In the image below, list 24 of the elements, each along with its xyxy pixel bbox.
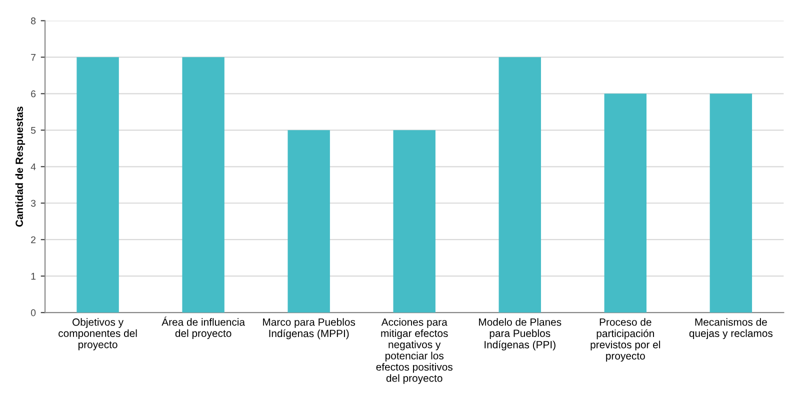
x-tick-label: Marco para Pueblos Indígenas (MPPI) (263, 318, 356, 340)
x-tick-label: Objetivos y componentes del proyecto (58, 318, 137, 350)
y-tick-label: 7 (31, 54, 36, 61)
y-tick-label: 5 (30, 126, 36, 134)
y-tick-label: 0 (30, 309, 36, 316)
bar (604, 94, 646, 313)
y-tick-label: 4 (30, 163, 36, 170)
y-tick-label: 1 (31, 272, 36, 280)
bar (498, 57, 541, 313)
x-tick-label: Área de influencia del proyecto (162, 316, 246, 340)
bar (76, 57, 119, 313)
y-tick-label: 6 (31, 90, 36, 98)
y-tick-label: 8 (31, 17, 36, 24)
x-tick-label: Proceso de participación previstos por el proyecto (590, 318, 660, 362)
y-axis-title: Cantidad de Respuestas (15, 106, 26, 227)
y-tick-label: 2 (31, 236, 36, 244)
bar (393, 130, 436, 313)
bar (182, 57, 224, 313)
x-tick-label: Acciones para mitigar efectos negativos y potenciar los efectos positivos del proyecto (376, 318, 452, 384)
y-tick-label: 3 (30, 200, 36, 207)
bar (288, 130, 330, 313)
bar (710, 94, 752, 313)
x-tick-label: Mecanismos de quejas y reclamos (689, 318, 773, 340)
x-tick-label: Modelo de Planes para Pueblos Indígenas (PPI) (479, 318, 562, 350)
